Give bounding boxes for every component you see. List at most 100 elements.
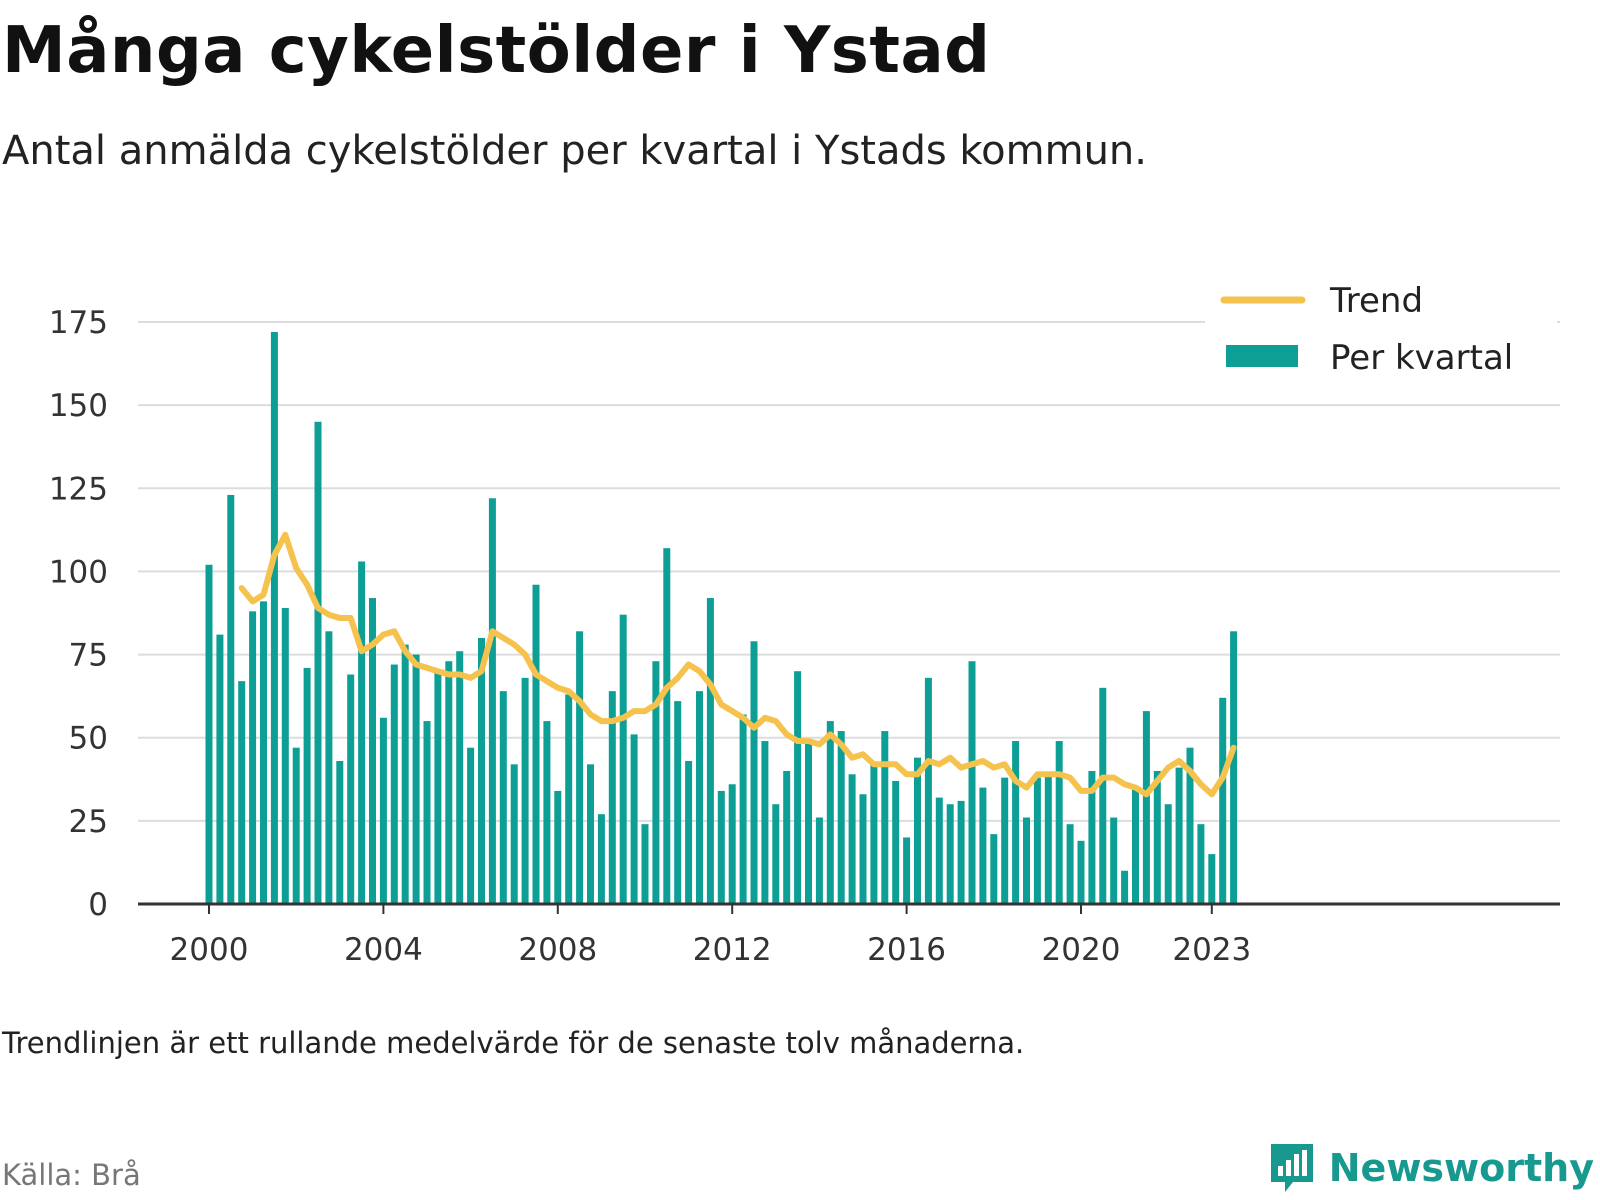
bar <box>750 641 758 904</box>
bar-chart-bubble-icon <box>1270 1144 1313 1192</box>
trend-line <box>238 531 1237 798</box>
legend-trend-label: Trend <box>1329 281 1423 321</box>
bar <box>1044 774 1052 904</box>
legend-bar-swatch <box>1226 345 1298 367</box>
bar <box>303 667 311 904</box>
bar <box>358 561 366 904</box>
bar <box>837 731 845 904</box>
bar <box>532 584 540 904</box>
bar <box>1088 770 1096 904</box>
bar <box>772 804 780 904</box>
bar <box>957 800 965 904</box>
bar <box>848 774 856 904</box>
bar <box>619 614 627 904</box>
x-tick-label: 2020 <box>1042 932 1121 968</box>
bar-series-per-kvartal <box>205 331 1238 904</box>
bar <box>1001 777 1009 904</box>
bar <box>347 674 355 904</box>
bar <box>935 797 943 904</box>
x-tick-label: 2023 <box>1172 932 1251 968</box>
bar <box>587 764 594 904</box>
brand-logo: Newsworthy <box>1267 1140 1594 1196</box>
y-tick-label: 125 <box>49 471 108 507</box>
bar <box>652 661 660 904</box>
bar <box>1208 854 1216 904</box>
bar <box>630 734 638 904</box>
bar <box>946 804 954 904</box>
bar <box>292 747 300 904</box>
chart-subtitle: Antal anmälda cykelstölder per kvartal i… <box>2 128 1147 174</box>
bar <box>1186 747 1194 904</box>
bar <box>510 764 518 904</box>
bar <box>1033 777 1041 904</box>
bar <box>903 837 911 904</box>
bar <box>608 691 616 904</box>
bar <box>706 598 714 904</box>
legend-background <box>1205 276 1557 386</box>
bar <box>1121 870 1129 904</box>
bar <box>499 691 507 904</box>
bar <box>456 651 464 904</box>
bar <box>1066 824 1074 904</box>
bar <box>270 331 278 904</box>
bar <box>260 601 267 904</box>
y-tick-label: 150 <box>49 388 108 424</box>
bar <box>881 731 889 904</box>
bar <box>1164 804 1172 904</box>
bar <box>870 764 878 904</box>
bar <box>1219 697 1227 904</box>
bar <box>434 671 442 904</box>
bar <box>761 741 769 904</box>
bar <box>521 677 529 904</box>
y-tick-label: 175 <box>49 305 108 341</box>
bar <box>325 631 333 904</box>
bar <box>1132 787 1139 904</box>
bar <box>281 608 289 904</box>
bar <box>728 784 736 904</box>
bar <box>336 760 344 904</box>
bar <box>1023 817 1030 904</box>
bar <box>488 498 496 904</box>
bar <box>1012 741 1020 904</box>
bar <box>979 787 987 904</box>
bar <box>565 694 573 904</box>
legend-bar-label: Per kvartal <box>1330 338 1513 378</box>
bar <box>412 654 420 904</box>
bar <box>216 634 224 904</box>
chart-title: Många cykelstölder i Ystad <box>2 14 991 88</box>
bar <box>379 717 387 904</box>
bar <box>249 611 257 904</box>
bar <box>238 681 246 904</box>
bar <box>445 661 453 904</box>
bar <box>859 794 867 904</box>
y-tick-label: 25 <box>69 804 108 840</box>
bar <box>227 494 235 904</box>
bar <box>641 824 649 904</box>
bar <box>990 834 998 904</box>
bar <box>914 757 921 904</box>
y-axis-ticks: 0 25 50 75 100 125 150 175 <box>49 305 108 923</box>
x-tick-label: 2012 <box>693 932 772 968</box>
x-tick-label: 2004 <box>344 932 423 968</box>
bar <box>794 671 802 904</box>
bar <box>597 814 605 904</box>
legend: Trend Per kvartal <box>1205 276 1557 386</box>
bar <box>576 631 584 904</box>
footnote: Trendlinjen är ett rullande medelvärde f… <box>2 1026 1025 1060</box>
bar <box>892 780 900 904</box>
bar <box>826 721 834 904</box>
x-tick-label: 2008 <box>518 932 597 968</box>
bar <box>390 664 398 904</box>
bar <box>674 701 682 904</box>
bar <box>1142 711 1150 904</box>
brand-name: Newsworthy <box>1328 1146 1594 1190</box>
x-axis-ticks: 2000 2004 2008 2012 2016 2020 2023 <box>170 904 1251 968</box>
bar <box>805 741 812 904</box>
y-tick-label: 100 <box>49 554 108 590</box>
bar <box>369 598 376 904</box>
bar <box>1099 687 1107 904</box>
bar <box>543 721 551 904</box>
bar <box>783 770 791 904</box>
bar <box>314 421 322 904</box>
